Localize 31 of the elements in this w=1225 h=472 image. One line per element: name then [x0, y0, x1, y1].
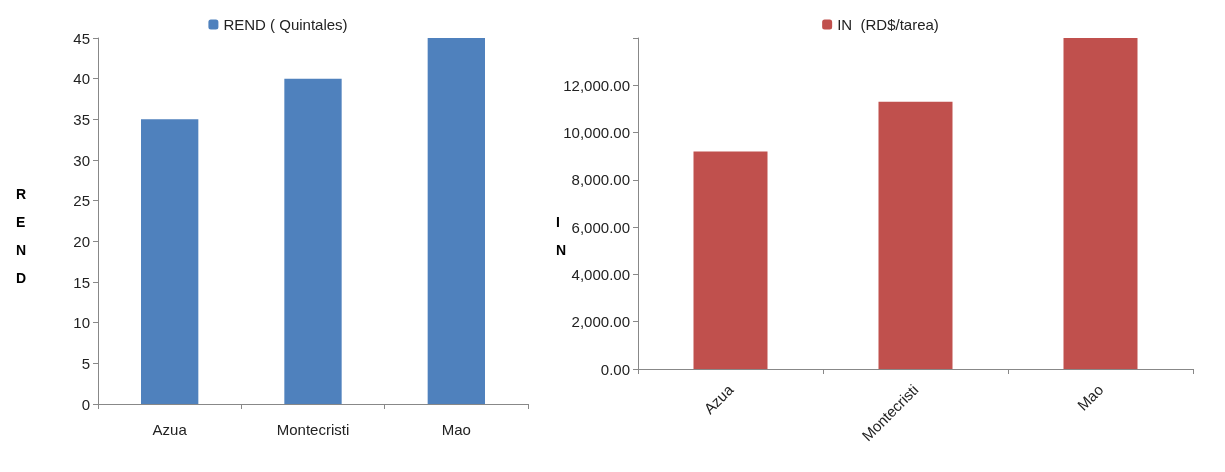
bar	[878, 101, 953, 369]
y-tick-label: 20	[73, 232, 90, 250]
y-tick-label: 30	[73, 151, 90, 169]
y-tick-label: 6,000.00	[571, 218, 630, 236]
y-axis-title: REND	[16, 186, 27, 286]
bar	[284, 78, 342, 404]
y-tick-label: 35	[73, 110, 90, 128]
y-tick-label: 2,000.00	[571, 313, 630, 331]
y-tick-label: 0.00	[600, 360, 630, 378]
bar	[693, 151, 768, 369]
legend-label: IN (RD$/tarea)	[837, 16, 939, 33]
x-tick-label: Azua	[152, 421, 188, 438]
y-tick-label: 45	[73, 29, 90, 47]
y-axis-title: IN	[556, 214, 567, 258]
y-tick-label: 15	[73, 273, 90, 291]
x-tick-label: Mao	[441, 421, 471, 438]
y-tick-label: 10,000.00	[563, 124, 630, 142]
y-tick-label: 8,000.00	[571, 171, 630, 189]
y-tick-label: 40	[73, 70, 90, 88]
y-tick-label: 5	[81, 354, 90, 372]
y-tick-label: 4,000.00	[571, 265, 630, 283]
x-tick-label: Montecristi	[276, 421, 350, 438]
y-tick-label: 0	[81, 395, 90, 413]
legend-label: REND ( Quintales)	[223, 16, 348, 33]
bar	[427, 38, 485, 404]
x-tick-label: Mao	[1073, 380, 1107, 414]
y-tick-label: 25	[73, 192, 90, 210]
bar	[141, 119, 199, 404]
y-tick-label: 10	[73, 314, 90, 332]
bar	[1063, 38, 1138, 369]
y-tick-label: 12,000.00	[563, 76, 630, 94]
